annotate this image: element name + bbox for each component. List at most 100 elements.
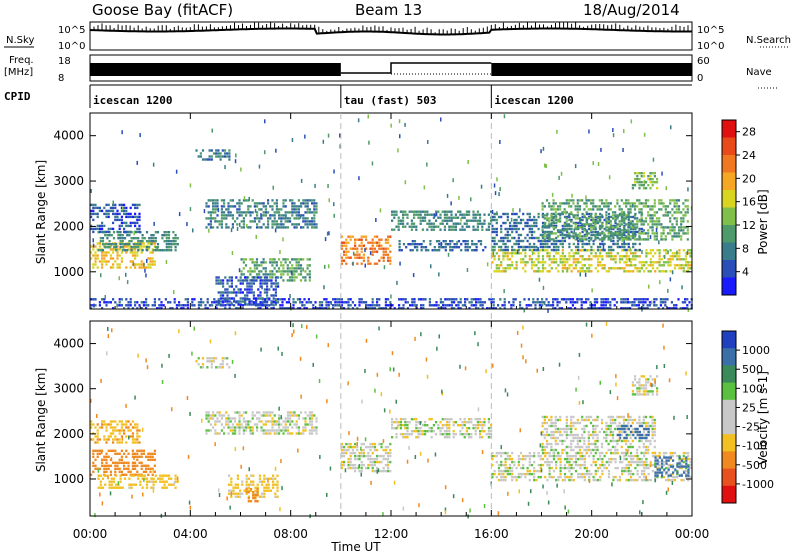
scatter-cell [651, 181, 654, 184]
scatter-cell [384, 241, 387, 244]
scatter-cell [662, 261, 666, 264]
scatter-cell [618, 208, 621, 211]
scatter-cell [266, 301, 269, 304]
scatter-cell [590, 230, 593, 234]
scatter-cell [471, 249, 474, 252]
scatter-cell [264, 214, 267, 217]
scatter-cell [669, 264, 672, 267]
scatter-cell [131, 432, 134, 435]
scatter-cell [165, 237, 168, 240]
scatter-cell [351, 235, 354, 238]
scatter-cell [207, 429, 210, 432]
scatter-cell [541, 457, 545, 461]
scatter-cell [402, 307, 405, 310]
scatter-cell [603, 232, 606, 235]
scatter-cell [435, 249, 439, 252]
scatter-cell [247, 270, 250, 273]
scatter-cell [340, 463, 343, 467]
scatter-cell [440, 242, 442, 246]
scatter-cell [428, 301, 431, 304]
scatter-cell [397, 421, 400, 424]
scatter-cell [587, 307, 590, 310]
scatter-cell [208, 149, 211, 152]
scatter-cell [649, 187, 652, 190]
scatter-cell [555, 248, 558, 252]
scatter-cell [186, 222, 188, 227]
scatter-cell [182, 307, 185, 310]
scatter-cell [638, 267, 641, 270]
scatter-cell [559, 202, 562, 205]
scatter-cell [651, 217, 654, 220]
scatter-cell [145, 273, 147, 278]
scatter-cell [308, 208, 311, 211]
scatter-cell [109, 470, 112, 473]
scatter-cell [623, 245, 626, 249]
scatter-cell [358, 301, 361, 304]
scatter-cell [532, 301, 535, 304]
scatter-cell [555, 261, 558, 264]
scatter-cell [105, 452, 108, 455]
scatter-cell [432, 228, 435, 231]
scatter-cell [340, 307, 343, 310]
scatter-cell [247, 495, 250, 498]
scatter-cell [594, 267, 597, 270]
scatter-cell [244, 276, 247, 279]
scatter-cell [145, 464, 148, 467]
scatter-cell [120, 206, 123, 210]
scatter-cell [354, 304, 357, 307]
scatter-cell [543, 214, 546, 217]
scatter-cell [120, 260, 123, 263]
scatter-cell [304, 199, 307, 202]
scatter-cell [364, 263, 366, 268]
scatter-cell [220, 223, 223, 226]
scatter-cell [473, 243, 476, 246]
scatter-cell [419, 427, 422, 430]
scatter-cell [460, 243, 463, 246]
scatter-cell [533, 460, 536, 464]
scatter-cell [284, 205, 287, 208]
scatter-cell [636, 178, 639, 181]
scatter-cell [453, 298, 456, 301]
scatter-cell [528, 463, 531, 467]
scatter-cell [522, 212, 525, 216]
scatter-cell [446, 219, 449, 222]
scatter-cell [618, 214, 621, 217]
scatter-cell [581, 224, 584, 228]
scatter-cell [493, 227, 496, 231]
scatter-cell [546, 463, 549, 467]
scatter-cell [125, 461, 128, 464]
scatter-cell [271, 420, 274, 423]
scatter-cell [104, 234, 107, 237]
scatter-cell [612, 236, 615, 240]
scatter-cell [132, 474, 135, 477]
scatter-cell [223, 426, 226, 429]
scatter-cell [204, 158, 207, 161]
scatter-cell [653, 202, 656, 205]
scatter-cell [572, 255, 575, 258]
scatter-cell [302, 226, 305, 229]
scatter-cell [622, 298, 625, 301]
scatter-cell [519, 457, 523, 461]
scatter-cell [127, 452, 130, 455]
scatter-cell [362, 463, 365, 467]
scatter-cell [413, 301, 416, 304]
scatter-cell [158, 298, 161, 301]
scatter-cell [601, 267, 604, 270]
scatter-cell [105, 470, 108, 473]
scatter-cell [284, 429, 287, 432]
scatter-cell [627, 235, 630, 238]
scatter-cell [134, 221, 137, 225]
scatter-cell [533, 451, 536, 455]
scatter-cell [205, 217, 208, 220]
scatter-cell [610, 224, 613, 228]
y-tick-label: 1000 [53, 265, 84, 279]
scatter-cell [676, 250, 678, 255]
scatter-cell [479, 418, 482, 421]
scatter-cell [101, 209, 104, 213]
scatter-cell [607, 221, 611, 225]
scatter-cell [504, 221, 507, 225]
scatter-cell [311, 220, 314, 223]
scatter-cell [161, 480, 164, 483]
scatter-cell [234, 159, 237, 164]
noise-left-tick-top: 10^5 [58, 25, 85, 36]
